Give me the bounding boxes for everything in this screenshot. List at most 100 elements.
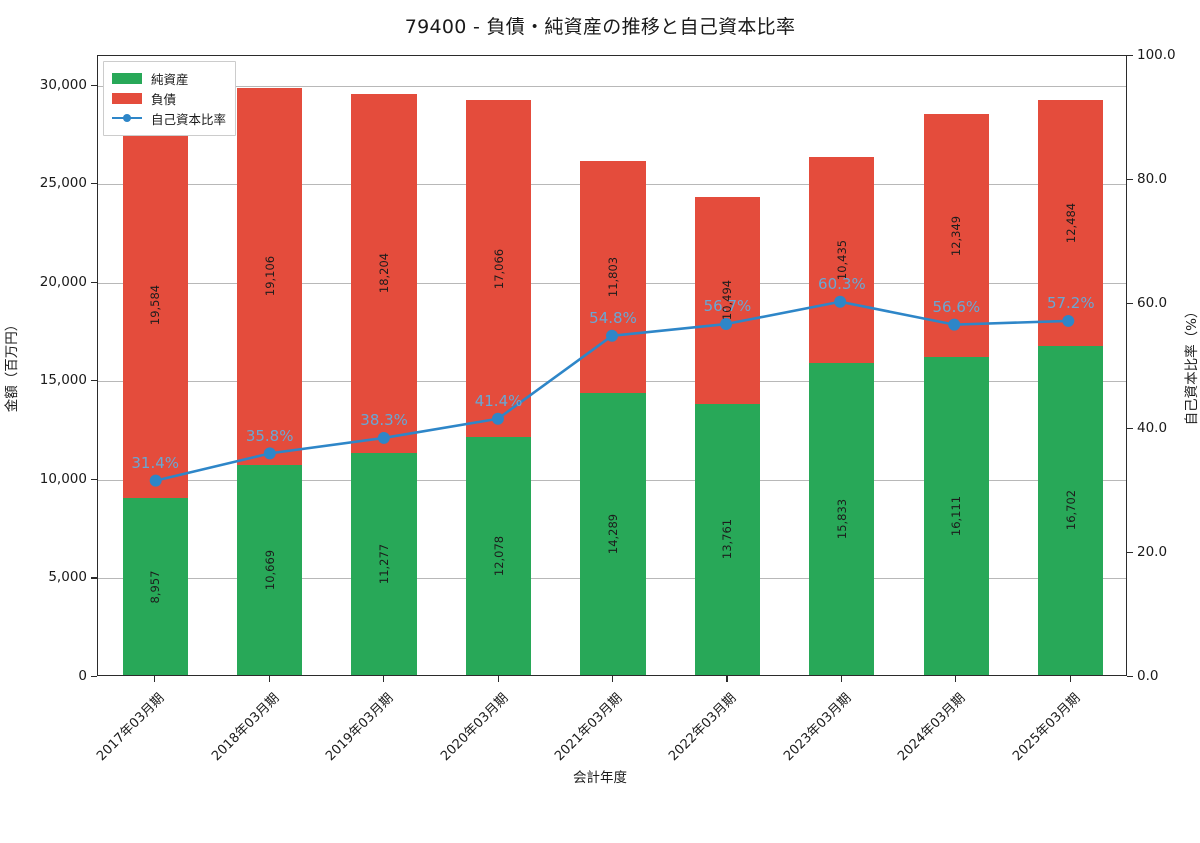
- y-axis-tick-label-left: 0: [78, 668, 87, 684]
- legend-label-equity-ratio: 自己資本比率: [151, 111, 227, 127]
- bar-segment-liabilities[interactable]: 12,484: [1038, 99, 1104, 346]
- y-axis-tick-right: [1127, 303, 1133, 305]
- bar-segment-liabilities[interactable]: 19,584: [122, 112, 188, 499]
- bar-group[interactable]: 15,833 10,435: [809, 54, 875, 675]
- bar-segment-net-assets[interactable]: 13,761: [694, 403, 761, 675]
- ratio-value-label: 41.4%: [474, 391, 523, 410]
- chart-figure: 79400 - 負債・純資産の推移と自己資本比率 8,957 19,584 10,6…: [4, 16, 1200, 786]
- x-axis-tick: [612, 676, 614, 682]
- bar-segment-net-assets[interactable]: 16,702: [1038, 345, 1104, 675]
- page-title: 79400 - 負債・純資産の推移と自己資本比率: [404, 16, 796, 38]
- plot-area: 8,957 19,584 10,669 19,106 11,277 18,204 12,07…: [97, 55, 1127, 676]
- legend-line-marker-icon: [112, 113, 142, 124]
- bar-segment-net-assets[interactable]: 15,833: [809, 362, 875, 675]
- bar-segment-net-assets[interactable]: 8,957: [122, 498, 188, 675]
- x-axis-tick: [955, 676, 957, 682]
- x-axis-tick: [383, 676, 385, 682]
- y-axis-tick-right: [1127, 55, 1133, 57]
- bar-segment-net-assets[interactable]: 11,277: [351, 452, 417, 675]
- ratio-value-label: 35.8%: [245, 426, 294, 445]
- bar-segment-liabilities[interactable]: 19,106: [237, 88, 303, 465]
- legend-item-liabilities[interactable]: 負債: [112, 88, 226, 108]
- gridline: [98, 85, 1126, 87]
- line-layer: 31.4% 35.8% 38.3% 41.4% 54.8% 56.7% 60.3% 56.6%…: [98, 56, 1126, 675]
- y-axis-tick-label-left: 30,000: [39, 76, 87, 93]
- y-axis-tick-label-right: 60.0: [1137, 295, 1168, 312]
- bar-group[interactable]: 10,669 19,106: [237, 54, 303, 675]
- y-axis-tick-left: [91, 577, 97, 579]
- x-axis-tick: [497, 676, 499, 682]
- ratio-value-label: 60.3%: [818, 274, 866, 293]
- bar-segment-liabilities[interactable]: 18,204: [351, 93, 417, 453]
- x-axis-label: 会計年度: [573, 770, 627, 786]
- line-data-point[interactable]: [1062, 314, 1075, 327]
- line-data-point[interactable]: [491, 412, 504, 425]
- ratio-line-svg: [149, 295, 1075, 487]
- y-axis-tick-label-left: 10,000: [39, 470, 87, 487]
- line-data-point[interactable]: [149, 474, 162, 487]
- line-data-point[interactable]: [263, 447, 276, 460]
- legend-label-liabilities: 負債: [151, 91, 177, 107]
- x-axis-tick: [268, 676, 270, 682]
- y-axis-tick-label-left: 5,000: [48, 569, 87, 586]
- x-axis-tick: [1069, 676, 1071, 682]
- y-axis-tick-label-right: 20.0: [1137, 543, 1168, 560]
- legend-item-equity-ratio[interactable]: 自己資本比率: [112, 108, 226, 128]
- legend-swatch-net-assets: [112, 72, 142, 84]
- line-data-point[interactable]: [377, 431, 390, 444]
- ratio-value-label: 54.8%: [589, 308, 637, 327]
- y-axis-tick-left: [91, 183, 97, 185]
- bar-group[interactable]: 16,111 12,349: [923, 54, 989, 675]
- line-data-point[interactable]: [948, 318, 961, 331]
- bar-group[interactable]: 8,957 19,584: [122, 54, 188, 675]
- bar-segment-liabilities[interactable]: 10,435: [809, 157, 875, 363]
- chart-legend: 純資産 負債 自己資本比率: [103, 61, 237, 136]
- bar-segment-net-assets[interactable]: 14,289: [580, 393, 646, 675]
- bar-segment-liabilities[interactable]: 12,349: [923, 113, 989, 358]
- legend-label-net-assets: 純資産: [151, 71, 189, 87]
- legend-swatch-liabilities: [112, 92, 142, 104]
- x-axis-tick: [726, 676, 728, 682]
- y-axis-tick-label-right: 100.0: [1137, 47, 1176, 63]
- bar-group[interactable]: 12,078 17,066: [465, 54, 532, 675]
- y-axis-tick-left: [91, 380, 97, 382]
- y-axis-tick-left: [91, 84, 97, 86]
- bar-segment-net-assets[interactable]: 12,078: [465, 436, 532, 675]
- y-axis-tick-left: [91, 676, 97, 678]
- y-axis-tick-right: [1127, 427, 1133, 429]
- y-axis-tick-label-left: 15,000: [39, 372, 87, 389]
- line-data-point[interactable]: [834, 295, 847, 308]
- bar-segment-liabilities[interactable]: 10,494: [694, 196, 761, 404]
- y-axis-tick-right: [1127, 551, 1133, 553]
- bar-group[interactable]: 14,289 11,803: [580, 54, 646, 675]
- bar-group[interactable]: 13,761 10,494: [694, 54, 761, 675]
- bar-segment-liabilities[interactable]: 11,803: [580, 160, 646, 394]
- bar-segment-net-assets[interactable]: 10,669: [237, 464, 303, 675]
- y-axis-tick-label-left: 20,000: [39, 273, 87, 290]
- bar-group[interactable]: 11,277 18,204: [351, 54, 417, 675]
- line-data-point[interactable]: [606, 329, 618, 342]
- y-axis-tick-label-right: 0.0: [1137, 668, 1159, 684]
- ratio-value-label: 56.6%: [932, 297, 981, 316]
- bar-group[interactable]: 16,702 12,484: [1038, 54, 1104, 675]
- ratio-value-label: 56.7%: [703, 296, 752, 315]
- y-axis-tick-label-right: 80.0: [1137, 171, 1168, 188]
- equity-ratio-line: [154, 300, 1070, 482]
- ratio-value-label: 57.2%: [1046, 293, 1095, 312]
- x-axis-tick: [840, 676, 842, 682]
- bar-segment-net-assets[interactable]: 16,111: [923, 357, 989, 675]
- bars-layer: 8,957 19,584 10,669 19,106 11,277 18,204 12,07…: [98, 56, 1126, 675]
- y-axis-label-left: 金額（百万円）: [4, 317, 20, 413]
- y-axis-tick-left: [91, 478, 97, 480]
- y-axis-tick-label-left: 25,000: [39, 175, 87, 192]
- legend-item-net-assets[interactable]: 純資産: [112, 68, 226, 88]
- y-axis-tick-right: [1127, 179, 1133, 181]
- ratio-value-label: 38.3%: [360, 411, 408, 430]
- line-data-point[interactable]: [720, 318, 733, 331]
- y-axis-tick-right: [1127, 676, 1133, 678]
- bar-segment-liabilities[interactable]: 17,066: [465, 100, 532, 437]
- ratio-value-label: 31.4%: [131, 454, 180, 472]
- x-axis-tick: [154, 676, 156, 682]
- y-axis-tick-left: [91, 281, 97, 283]
- y-axis-tick-label-right: 40.0: [1137, 419, 1168, 436]
